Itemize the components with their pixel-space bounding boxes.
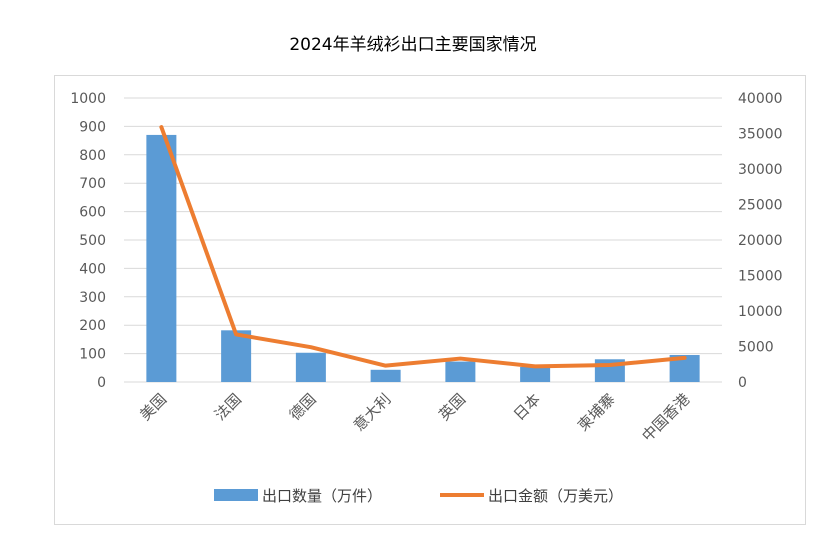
y-right-tick-label: 30000 bbox=[738, 162, 783, 178]
y-left-tick-label: 800 bbox=[79, 148, 106, 164]
y-left-tick-label: 600 bbox=[79, 205, 106, 221]
legend-swatch-bar bbox=[214, 489, 258, 501]
x-category-label: 英国 bbox=[435, 390, 469, 424]
y-right-tick-label: 40000 bbox=[738, 91, 783, 107]
x-category-label: 柬埔寨 bbox=[574, 390, 619, 435]
bar bbox=[295, 352, 326, 382]
line-series bbox=[159, 125, 687, 369]
y-left-tick-label: 500 bbox=[79, 233, 106, 249]
x-category-label: 中国香港 bbox=[638, 390, 693, 445]
y-left-tick-label: 0 bbox=[97, 375, 106, 391]
chart-title: 2024年羊绒衫出口主要国家情况 bbox=[289, 35, 537, 55]
x-category-label: 意大利 bbox=[350, 390, 395, 435]
chart-frame bbox=[54, 75, 806, 525]
legend-label-bar: 出口数量（万件） bbox=[262, 487, 382, 505]
y-left-tick-label: 100 bbox=[79, 347, 106, 363]
x-category-label: 日本 bbox=[510, 390, 544, 424]
bar bbox=[221, 330, 252, 382]
bar bbox=[445, 361, 476, 382]
y-left-tick-label: 400 bbox=[79, 261, 106, 277]
bar bbox=[146, 134, 177, 382]
y-right-tick-label: 20000 bbox=[738, 233, 783, 249]
y-left-tick-label: 200 bbox=[79, 318, 106, 334]
y-right-tick-label: 15000 bbox=[738, 269, 783, 285]
y-left-tick-label: 300 bbox=[79, 290, 106, 306]
y-right-tick-label: 5000 bbox=[738, 340, 774, 356]
y-right-tick-label: 0 bbox=[738, 375, 747, 391]
x-category-label: 德国 bbox=[286, 390, 320, 424]
y-left-tick-label: 900 bbox=[79, 119, 106, 135]
y-right-tick-label: 10000 bbox=[738, 304, 783, 320]
legend-label-line: 出口金额（万美元） bbox=[488, 487, 623, 505]
y-left-tick-label: 1000 bbox=[70, 91, 106, 107]
bar bbox=[520, 366, 551, 382]
y-right-tick-label: 25000 bbox=[738, 198, 783, 214]
x-category-label: 法国 bbox=[211, 390, 245, 424]
x-category-label: 美国 bbox=[136, 390, 170, 424]
y-right-tick-label: 35000 bbox=[738, 127, 783, 143]
y-left-tick-label: 700 bbox=[79, 176, 106, 192]
bar bbox=[370, 369, 401, 382]
